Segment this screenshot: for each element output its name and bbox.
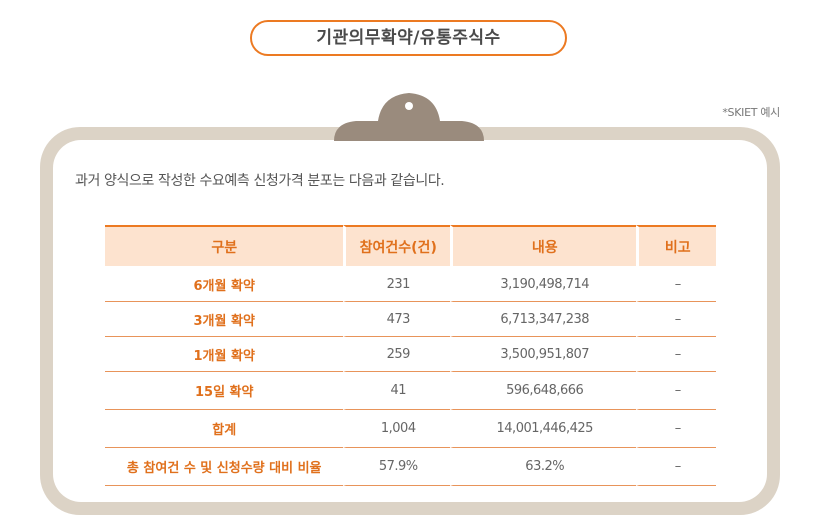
clipboard-board: 과거 양식으로 작성한 수요예측 신청가격 분포는 다음과 같습니다. 구분 참… [40,127,780,515]
row-content: 596,648,666 [450,372,637,410]
row-count: 231 [343,267,451,302]
row-count: 41 [343,372,451,410]
row-remark: – [636,302,716,337]
table-header-row: 구분 참여건수(건) 내용 비고 [105,225,716,267]
row-label: 6개월 확약 [105,267,344,302]
clipboard-clip-icon [334,93,484,141]
row-count: 57.9% [343,448,451,486]
table-row: 15일 확약 41 596,648,666 – [105,372,716,410]
row-label: 합계 [105,410,344,448]
header-count: 참여건수(건) [343,225,451,267]
row-content: 3,190,498,714 [450,267,637,302]
row-count: 473 [343,302,451,337]
clipboard-paper: 과거 양식으로 작성한 수요예측 신청가격 분포는 다음과 같습니다. 구분 참… [53,140,767,502]
row-label: 15일 확약 [105,372,344,410]
lockup-table: 구분 참여건수(건) 내용 비고 6개월 확약 231 3,190,498,71… [105,225,716,486]
row-remark: – [636,267,716,302]
table-row: 총 참여건 수 및 신청수량 대비 비율 57.9% 63.2% – [105,448,716,486]
row-content: 6,713,347,238 [450,302,637,337]
section-title: 기관의무확약/유통주식수 [250,20,567,56]
row-content: 14,001,446,425 [450,410,637,448]
header-category: 구분 [105,225,344,267]
row-remark: – [636,410,716,448]
table-row: 6개월 확약 231 3,190,498,714 – [105,267,716,302]
row-content: 3,500,951,807 [450,337,637,372]
header-remark: 비고 [636,225,716,267]
table-row: 3개월 확약 473 6,713,347,238 – [105,302,716,337]
example-note: *SKIET 예시 [722,106,780,119]
table-row: 1개월 확약 259 3,500,951,807 – [105,337,716,372]
intro-text: 과거 양식으로 작성한 수요예측 신청가격 분포는 다음과 같습니다. [75,173,445,189]
row-count: 259 [343,337,451,372]
row-label: 3개월 확약 [105,302,344,337]
header-content: 내용 [450,225,637,267]
row-count: 1,004 [343,410,451,448]
row-remark: – [636,448,716,486]
table-row: 합계 1,004 14,001,446,425 – [105,410,716,448]
row-remark: – [636,337,716,372]
row-label: 총 참여건 수 및 신청수량 대비 비율 [105,448,344,486]
row-remark: – [636,372,716,410]
row-content: 63.2% [450,448,637,486]
row-label: 1개월 확약 [105,337,344,372]
